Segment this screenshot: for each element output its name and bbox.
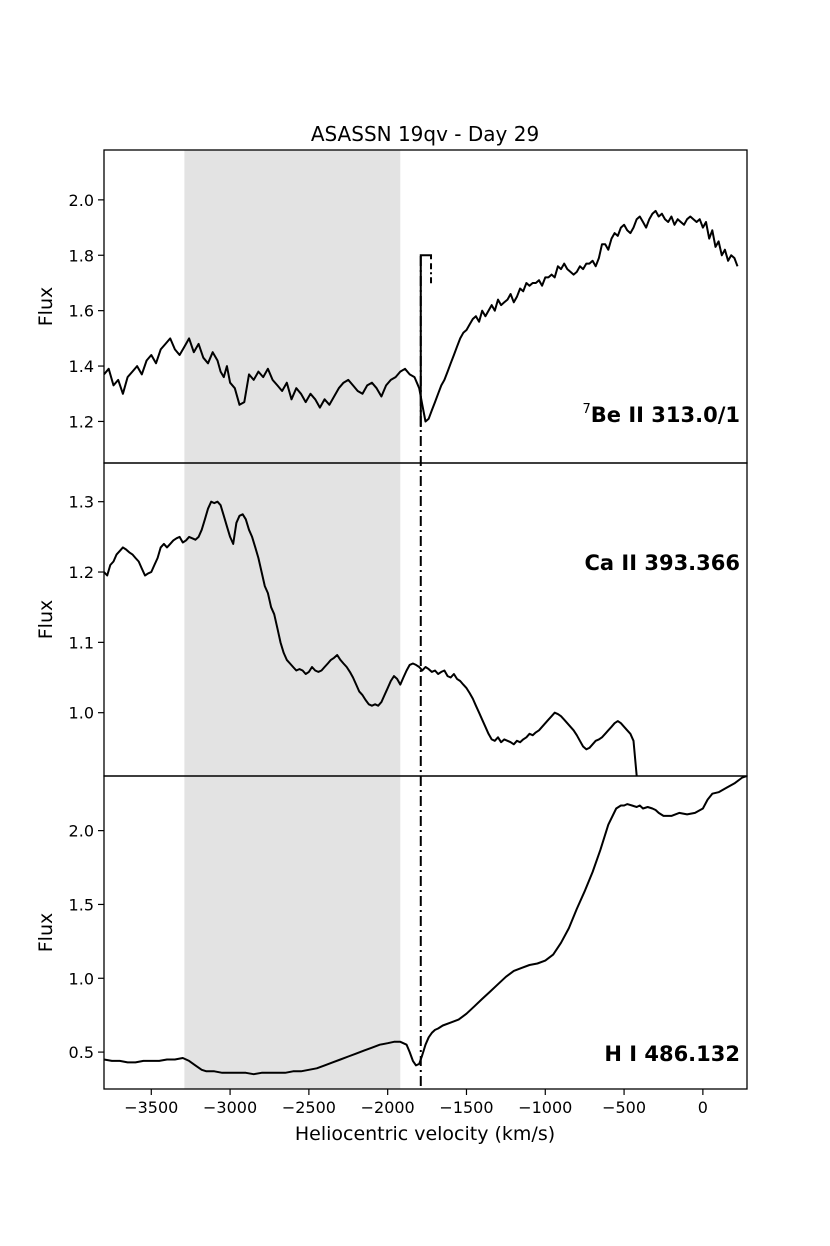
panel-label: H I 486.132 xyxy=(604,1042,740,1066)
y-tick-label: 1.2 xyxy=(69,412,94,431)
x-tick-label: −3000 xyxy=(203,1098,257,1117)
x-tick-label: −500 xyxy=(602,1098,646,1117)
x-tick-label: −3500 xyxy=(124,1098,178,1117)
shaded-velocity-region xyxy=(184,150,401,1089)
panel-frame xyxy=(103,775,748,1090)
y-tick-label: 1.4 xyxy=(69,357,94,376)
y-tick-label: 2.0 xyxy=(69,191,94,210)
x-tick-label: −1000 xyxy=(518,1098,572,1117)
y-tick-label: 1.5 xyxy=(69,895,94,914)
y-tick-label: 0.5 xyxy=(69,1043,94,1062)
flux-series-line-3 xyxy=(104,776,747,1076)
flux-series-line-2 xyxy=(104,500,638,776)
x-tick-label: −2500 xyxy=(282,1098,336,1117)
panel-1 xyxy=(104,209,739,423)
y-tick-label: 1.8 xyxy=(69,246,94,265)
label-superscript: 7 xyxy=(583,402,591,417)
y-axis-label: Flux xyxy=(35,913,57,953)
y-tick-label: 1.0 xyxy=(69,704,94,723)
y-tick-label: 2.0 xyxy=(69,822,94,841)
y-tick-label: 1.1 xyxy=(69,633,94,652)
y-axis-label: Flux xyxy=(35,600,57,640)
y-tick-label: 1.3 xyxy=(69,493,94,512)
y-tick-label: 1.2 xyxy=(69,563,94,582)
y-tick-label: 1.0 xyxy=(69,969,94,988)
y-tick-label: 1.6 xyxy=(69,302,94,321)
x-tick-label: 0 xyxy=(698,1098,708,1117)
x-tick-label: −2000 xyxy=(361,1098,415,1117)
plot-layer: 1.2 1.4 1.6 1.8 2.0 Flux 7Be II 313.0/1 1.0 1.1 1… xyxy=(35,149,748,1117)
chart-title: ASASSN 19qv - Day 29 xyxy=(311,122,539,146)
panel-3 xyxy=(104,776,747,1076)
panel-2 xyxy=(104,500,638,776)
panel-label: Ca II 393.366 xyxy=(585,551,740,575)
panel-label: 7Be II 313.0/1 xyxy=(583,402,741,427)
x-tick-label: −1500 xyxy=(439,1098,493,1117)
label-text: Be II 313.0/1 xyxy=(591,403,740,427)
flux-series-line-1 xyxy=(104,209,739,423)
x-axis-label: Heliocentric velocity (km/s) xyxy=(295,1123,555,1145)
y-axis-label: Flux xyxy=(35,287,57,327)
